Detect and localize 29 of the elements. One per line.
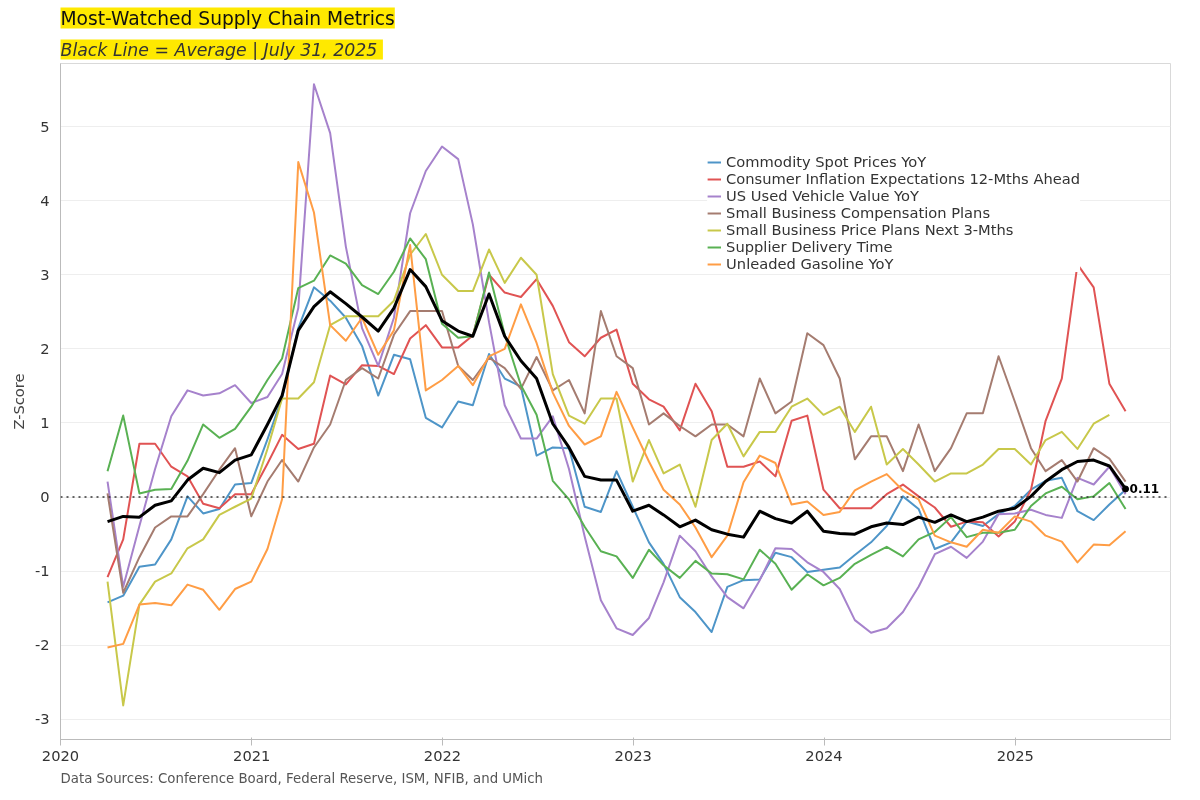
x-tick-label: 2021 bbox=[233, 746, 271, 764]
y-tick-label: 1 bbox=[40, 414, 50, 431]
line-series bbox=[106, 310, 1127, 594]
y-tick-label: 2 bbox=[40, 339, 50, 357]
chart-subtitle: Black Line = Average | July 31, 2025 bbox=[60, 39, 378, 60]
legend-label: Supplier Delivery Time bbox=[726, 238, 893, 255]
legend-label: US Used Vehicle Value YoY bbox=[726, 187, 920, 204]
x-tick-label: 2020 bbox=[41, 746, 80, 764]
text: Data Sources: Conference Board, Federal Reserve, ISM, NFIB, and UMich bbox=[60, 770, 544, 786]
legend-label: Commodity Spot Prices YoY bbox=[726, 153, 927, 170]
y-axis-title: Z-Score bbox=[9, 373, 27, 430]
x-tick-label: 2025 bbox=[996, 746, 1034, 764]
x-tick-label: 2024 bbox=[805, 746, 843, 764]
annotation: 0.11 bbox=[1129, 482, 1160, 497]
y-tick-label: -2 bbox=[34, 636, 50, 654]
x-tick-label: 2022 bbox=[423, 746, 462, 764]
legend-label: Unleaded Gasoline YoY bbox=[726, 255, 894, 272]
line-series bbox=[106, 83, 1127, 636]
y-tick-label: 4 bbox=[40, 191, 50, 209]
legend-label: Consumer Inflation Expectations 12-Mths Ahead bbox=[726, 170, 1080, 187]
y-tick-label: -3 bbox=[34, 710, 50, 728]
x-tick-label: 2023 bbox=[614, 746, 652, 764]
legend-label: Small Business Compensation Plans bbox=[726, 204, 991, 221]
y-tick-label: 0 bbox=[40, 488, 50, 506]
y-tick-label: 5 bbox=[40, 117, 50, 135]
chart-title: Most-Watched Supply Chain Metrics bbox=[60, 7, 395, 29]
y-tick-label: -1 bbox=[34, 562, 50, 580]
y-tick-label: 3 bbox=[40, 265, 50, 283]
legend-label: Small Business Price Plans Next 3-Mths bbox=[726, 221, 1014, 238]
